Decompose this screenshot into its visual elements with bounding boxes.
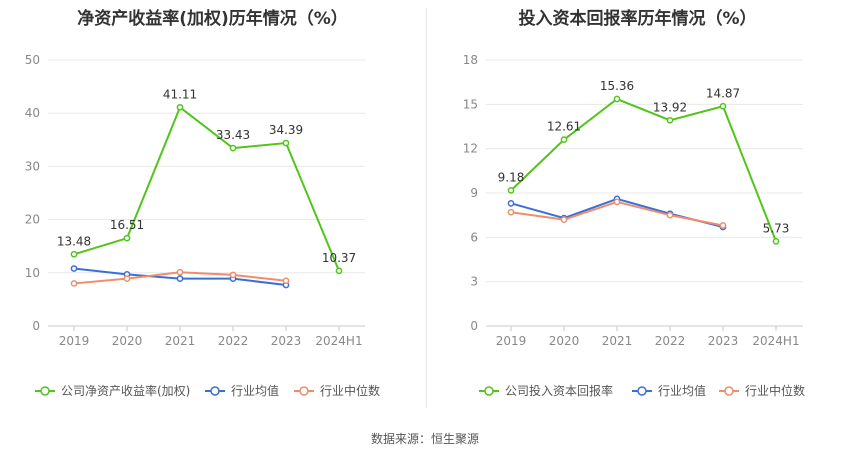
chart-title: 投入资本回报率历年情况（%） (518, 9, 757, 29)
x-tick-label: 2021 (165, 334, 196, 348)
data-point (70, 250, 78, 258)
data-label: 14.87 (706, 86, 740, 100)
x-tick-label: 2023 (708, 334, 739, 348)
chart-title: 净资产收益率(加权)历年情况（%） (77, 9, 348, 29)
y-tick-label: 0 (470, 319, 478, 333)
y-tick-label: 6 (470, 230, 478, 244)
legend-label: 公司净资产收益率(加权) (61, 383, 190, 398)
data-point (666, 116, 674, 124)
data-point (70, 265, 78, 272)
data-point (229, 271, 237, 279)
y-tick-label: 9 (470, 186, 478, 200)
data-label: 12.61 (547, 120, 581, 134)
data-point (176, 268, 184, 276)
x-tick-label: 2023 (271, 334, 302, 348)
data-point (507, 186, 515, 194)
data-label: 15.36 (600, 79, 634, 93)
series-line (73, 105, 340, 272)
roe-chart-svg: 0 10 20 30 40 50 2019 2020 2021 2022 2023 2024H1 13.… (25, 53, 380, 398)
data-point (229, 144, 237, 152)
x-tick-label: 2020 (112, 334, 143, 348)
data-point (560, 216, 568, 223)
legend-marker (637, 386, 647, 396)
roic-chart-panel: 投入资本回报率历年情况（%） 0 3 6 9 12 15 18 2019 2020 2021 202… (425, 0, 850, 410)
legend-label: 行业均值 (231, 383, 279, 398)
data-point (176, 103, 184, 111)
data-point (613, 198, 621, 206)
data-point (507, 199, 515, 207)
data-label: 41.11 (163, 87, 197, 101)
data-point (123, 234, 131, 242)
data-point (719, 222, 727, 229)
x-tick-label: 2019 (496, 334, 527, 348)
legend-marker (40, 386, 50, 396)
data-point (123, 275, 131, 283)
data-point (560, 136, 568, 144)
data-point (335, 267, 343, 275)
data-point (613, 95, 621, 103)
data-point (772, 237, 780, 245)
y-tick-label: 15 (463, 97, 478, 111)
legend-marker (484, 386, 494, 396)
x-tick-label: 2024H1 (315, 334, 362, 348)
y-tick-label: 3 (470, 275, 478, 289)
data-label: 34.39 (269, 123, 303, 137)
x-tick-label: 2020 (549, 334, 580, 348)
data-point (282, 139, 290, 147)
legend-label: 行业中位数 (745, 383, 805, 398)
y-tick-label: 50 (25, 53, 40, 67)
data-label: 33.43 (216, 128, 250, 142)
data-label: 13.92 (653, 100, 687, 114)
data-point (70, 280, 78, 287)
data-point (282, 277, 290, 285)
y-tick-label: 0 (32, 319, 40, 333)
x-tick-label: 2024H1 (752, 334, 799, 348)
series-line (510, 97, 777, 242)
data-point (176, 275, 184, 283)
legend-marker (210, 386, 220, 396)
y-tick-label: 18 (463, 53, 478, 67)
data-label: 9.18 (498, 170, 525, 184)
data-label: 10.37 (322, 251, 356, 265)
legend-label: 行业均值 (658, 383, 706, 398)
x-tick-label: 2019 (59, 334, 90, 348)
y-tick-label: 10 (25, 266, 40, 280)
panel-divider (426, 8, 427, 408)
series-line (510, 200, 724, 227)
y-tick-label: 40 (25, 106, 40, 120)
y-tick-label: 30 (25, 159, 40, 173)
data-label: 13.48 (57, 234, 91, 248)
y-tick-label: 12 (463, 142, 478, 156)
y-tick-label: 20 (25, 213, 40, 227)
x-tick-label: 2022 (655, 334, 686, 348)
legend-marker (724, 386, 734, 396)
data-label: 16.51 (110, 218, 144, 232)
data-point (666, 211, 674, 219)
data-point (507, 208, 515, 216)
x-tick-label: 2022 (218, 334, 249, 348)
roic-chart-svg: 0 3 6 9 12 15 18 2019 2020 2021 2022 2023 2024H1 9.18… (463, 53, 805, 398)
x-tick-label: 2021 (602, 334, 633, 348)
data-label: 5.73 (763, 221, 790, 235)
legend-label: 行业中位数 (320, 383, 380, 398)
legend-label: 公司投入资本回报率 (505, 383, 613, 398)
roe-chart-panel: 净资产收益率(加权)历年情况（%） 0 10 20 30 40 50 2019 2020 202… (0, 0, 425, 410)
data-source: 数据来源：恒生聚源 (370, 432, 479, 446)
data-point (719, 102, 727, 110)
legend-marker (299, 386, 309, 396)
